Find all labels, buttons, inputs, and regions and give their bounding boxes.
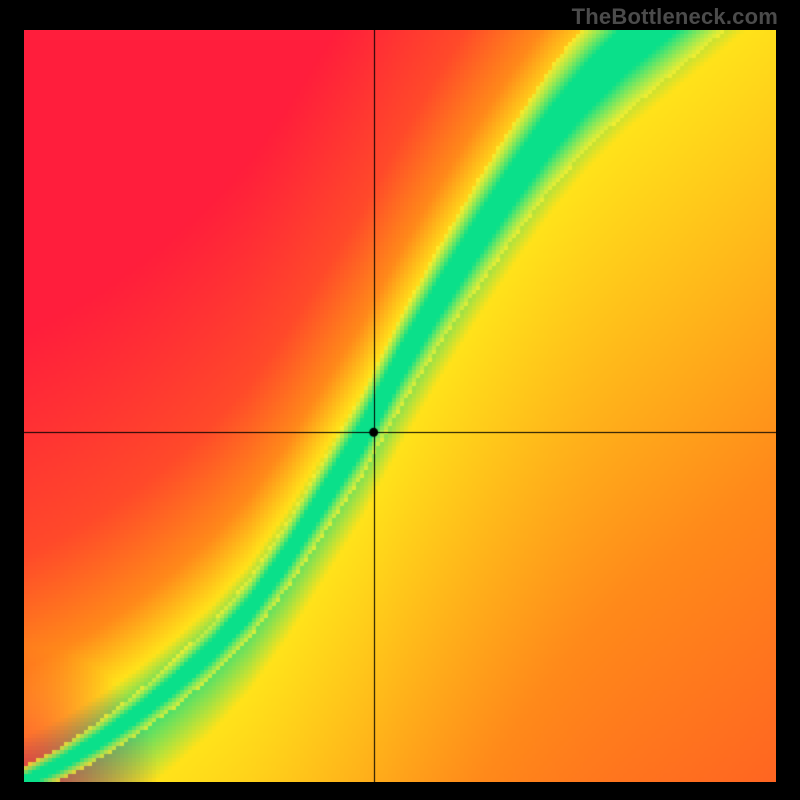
bottleneck-heatmap <box>24 30 776 782</box>
chart-frame: TheBottleneck.com <box>0 0 800 800</box>
watermark-label: TheBottleneck.com <box>572 4 778 30</box>
